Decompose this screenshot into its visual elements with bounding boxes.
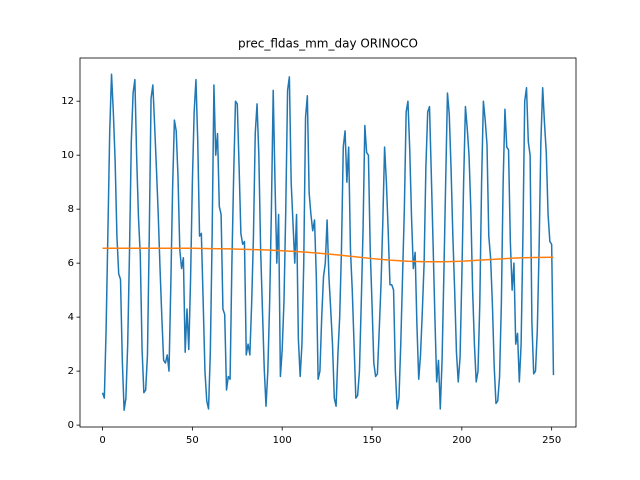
y-tick-label: 6 [68, 258, 74, 269]
chart-title: prec_fldas_mm_day ORINOCO [238, 37, 418, 51]
y-tick-label: 8 [68, 204, 74, 215]
y-tick-label: 10 [61, 150, 74, 161]
x-tick-label: 200 [452, 435, 471, 446]
y-tick-label: 4 [68, 312, 74, 323]
y-tick-label: 0 [68, 420, 74, 431]
x-tick-label: 50 [186, 435, 199, 446]
series-line [101, 73, 555, 412]
y-tick-label: 12 [61, 96, 74, 107]
y-tick-label: 2 [68, 366, 74, 377]
x-tick-label: 250 [542, 435, 561, 446]
x-tick-label: 100 [273, 435, 292, 446]
series-line [102, 247, 554, 263]
x-tick-label: 0 [99, 435, 105, 446]
plot-frame [79, 57, 577, 428]
x-tick-label: 150 [362, 435, 381, 446]
